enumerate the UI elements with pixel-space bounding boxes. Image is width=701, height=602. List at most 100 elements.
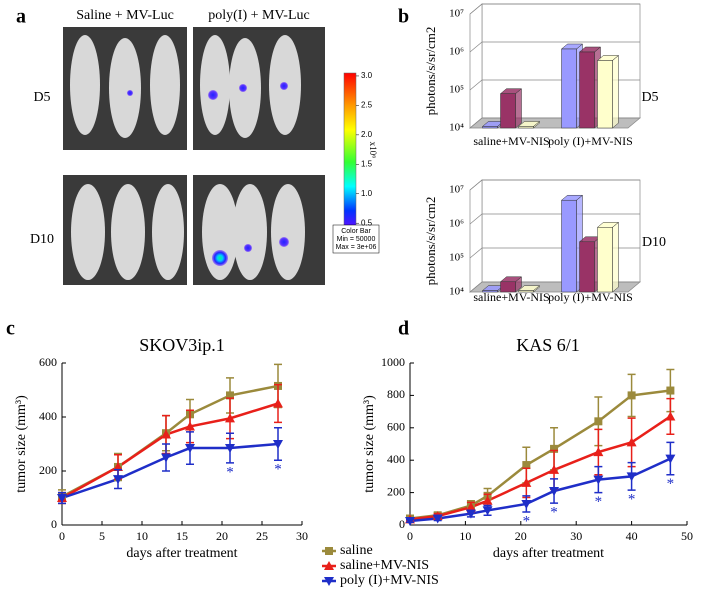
color-bar-tick-label: 2.0 [361,130,373,139]
y-tick-label: 10⁷ [449,184,464,196]
color-bar-caption: Max = 3e+06 [336,244,377,251]
significance-mark: * [628,492,636,508]
grid-line [469,41,640,53]
y-tick-label: 10⁵ [449,252,464,264]
color-bar-tick-label: 1.5 [361,159,373,168]
significance-mark: * [667,476,675,492]
panel-label: a [16,6,26,28]
significance-mark: * [550,505,558,521]
x-axis-label: days after treatment [493,546,604,561]
color-bar-box [332,224,380,254]
marker [113,475,123,485]
bar [596,221,620,293]
x-tick-label: 0 [407,529,413,543]
y-axis-label: tumor size (mm³) [14,395,29,493]
grid-line [469,179,640,191]
y-tick-label: 200 [39,463,57,477]
marker [405,516,415,526]
marker [665,454,676,464]
marker [225,413,235,423]
x-tick-label: 30 [570,529,582,543]
bar [517,120,541,129]
y-tick-label: 10⁴ [449,286,464,298]
y-tick-label: 600 [39,355,57,369]
legend-label: saline+MV-NIS [340,558,429,573]
chart-title: SKOV3ip.1 [139,335,225,355]
bar-front [579,241,595,293]
bar-front [482,290,498,293]
bar [596,54,620,129]
legend-marker [325,547,333,555]
bar-front [518,126,534,129]
y-axis-label: photons/s/sr/cm2 [423,197,438,286]
y-axis-label: photons/s/sr/cm2 [423,27,438,116]
x-tick-label: 25 [256,529,268,543]
legend-label: saline [340,543,373,558]
bar-front [518,290,534,293]
x-tick-label: saline+MV-NIS [473,290,549,304]
bar-front [561,48,577,129]
bar [499,276,523,293]
chart-title: KAS 6/1 [516,335,580,355]
y-tick-label: 400 [387,452,405,466]
bar [517,285,541,293]
marker [185,421,195,431]
marker [226,391,234,400]
color-bar [343,72,357,236]
y-tick-label: 10⁶ [449,46,464,58]
marker [113,461,123,471]
marker [593,475,604,485]
bar-front [482,126,498,129]
y-tick-label: 200 [387,484,405,498]
color-bar-caption: Color Bar [341,228,371,235]
y-tick-label: 10⁴ [449,122,464,134]
marker [550,444,559,453]
panel-label: b [398,6,409,28]
legend-marker [324,577,334,586]
bar-side [515,88,522,129]
significance-mark: * [274,462,282,478]
x-tick-label: 15 [176,529,188,543]
y-tick-label: 0 [399,517,405,531]
marker [482,495,493,505]
color-bar-tick-label: 3.0 [361,71,373,80]
marker [549,464,560,474]
marker [627,391,636,400]
marker [665,411,676,421]
marker [161,429,171,439]
grid-line [469,213,640,225]
marker [482,506,493,516]
grid-line [469,3,640,15]
annotation: D5 [641,90,658,105]
marker [593,447,604,457]
marker [626,472,637,482]
marker [521,499,532,509]
imaging-photos [63,27,380,285]
column-label: Saline + MV-Luc [76,8,174,23]
x-tick-label: saline+MV-NIS [473,134,549,148]
row-label: D10 [30,232,54,247]
x-tick-label: 5 [99,529,105,543]
legend-marker [324,561,334,570]
color-bar-tick-label: 0.5 [361,218,373,227]
marker [521,477,532,487]
marker [666,386,675,395]
y-tick-label: 10⁷ [449,8,464,20]
marker [465,509,476,519]
bar-front [500,281,516,293]
color-bar-tick-label: 1.0 [361,189,373,198]
y-tick-label: 400 [39,409,57,423]
marker [273,440,283,449]
x-tick-label: poly (I)+MV-NIS [548,290,633,304]
marker [465,502,476,512]
y-tick-label: 1000 [381,355,405,369]
significance-mark: * [226,464,234,480]
marker [522,461,531,470]
row-label: D5 [33,90,50,105]
bar-front [597,60,613,129]
bar-front [597,227,613,293]
panel-label: d [398,318,409,340]
bar [499,88,523,129]
y-tick-label: 800 [387,387,405,401]
